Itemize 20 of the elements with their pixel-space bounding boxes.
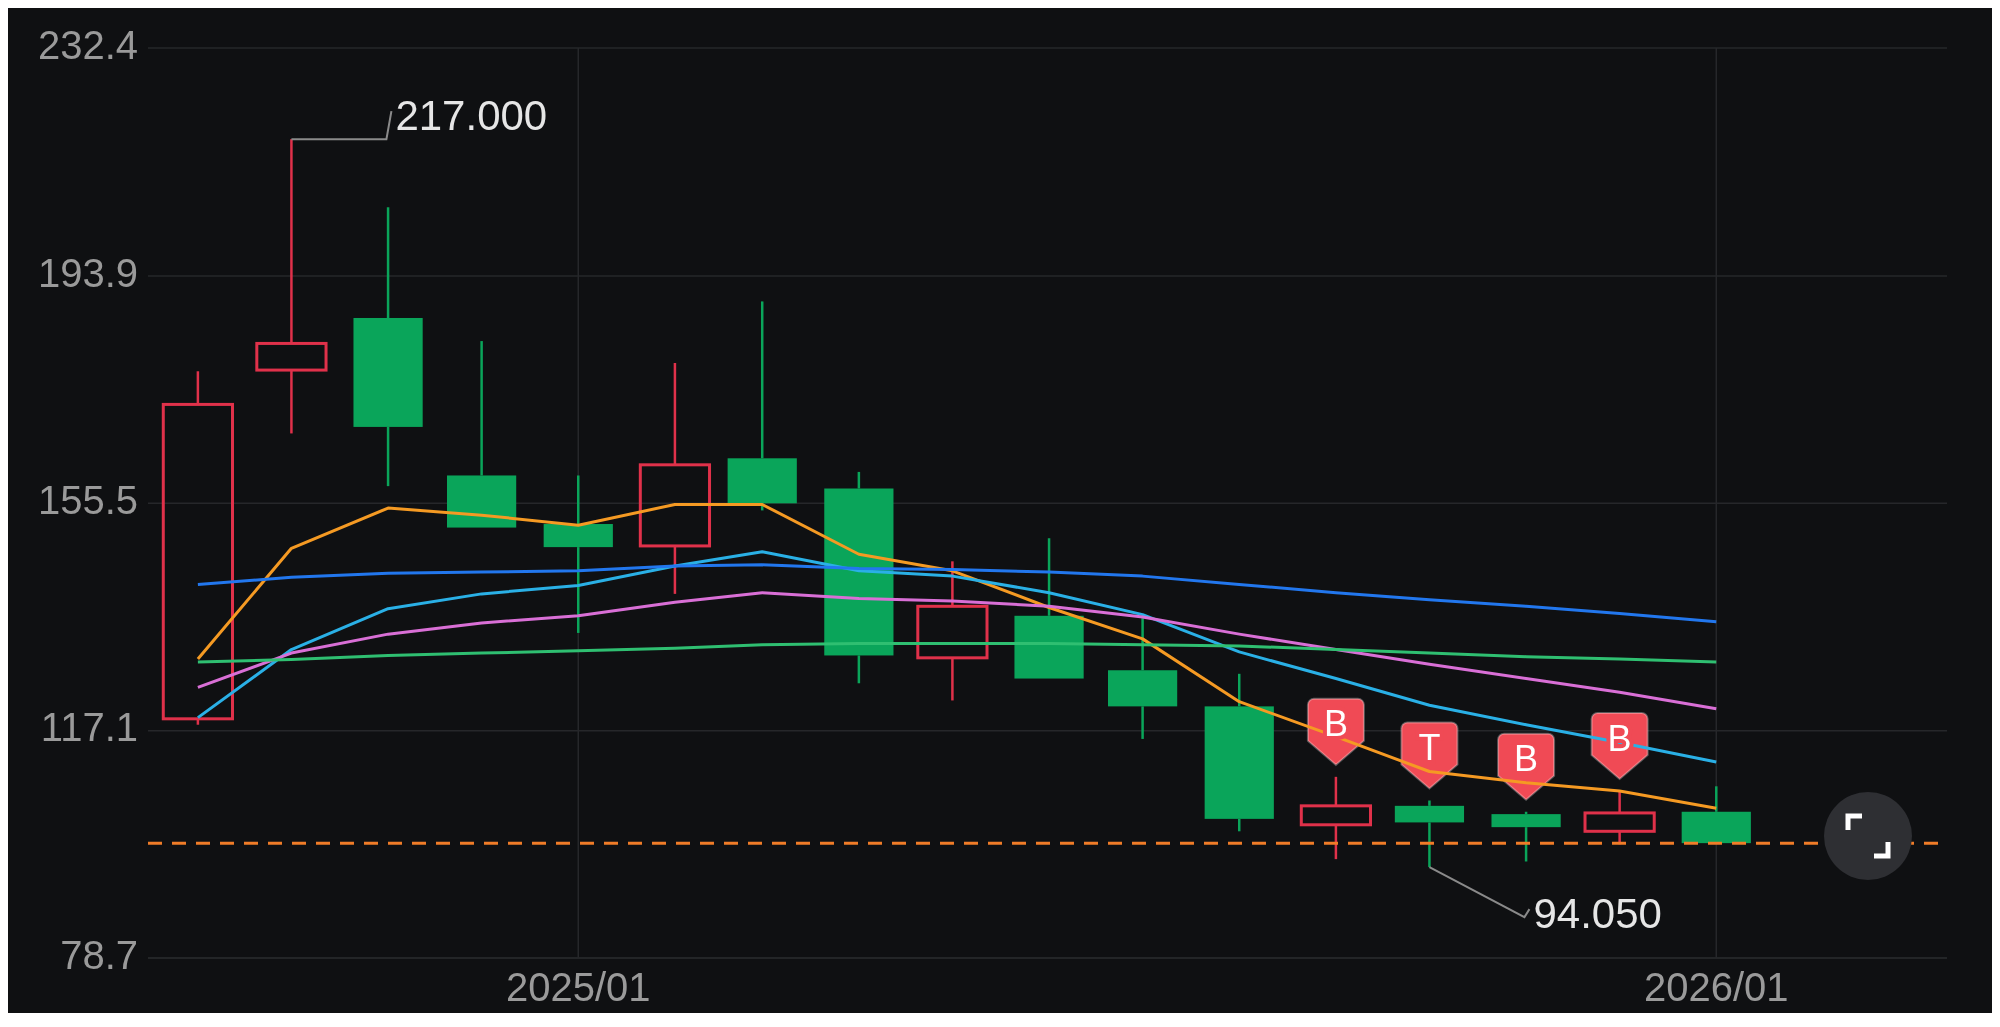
- y-tick-label: 117.1: [40, 705, 138, 750]
- candlestick: [353, 206, 423, 488]
- annotation: 94.050: [1533, 890, 1662, 938]
- candlestick: [1107, 616, 1178, 741]
- annotation: B: [1323, 703, 1348, 745]
- line-series: [196, 591, 1718, 711]
- candlestick: [1394, 799, 1465, 869]
- annotation: 217.000: [395, 92, 548, 140]
- line-series: [196, 502, 1718, 810]
- candlestick: [543, 474, 613, 635]
- x-tick-label: 2025/01: [505, 965, 651, 1009]
- x-tick-label: 2026/01: [1643, 965, 1789, 1009]
- y-tick-label: 232.4: [37, 22, 138, 67]
- y-tick-label: 193.9: [37, 250, 138, 295]
- line-series: [196, 642, 1718, 664]
- annotation: T: [1418, 727, 1441, 769]
- y-tick-label: 78.7: [60, 932, 138, 977]
- y-tick-label: 155.5: [37, 477, 138, 522]
- annotation: B: [1514, 738, 1539, 780]
- line-series: [196, 563, 1718, 624]
